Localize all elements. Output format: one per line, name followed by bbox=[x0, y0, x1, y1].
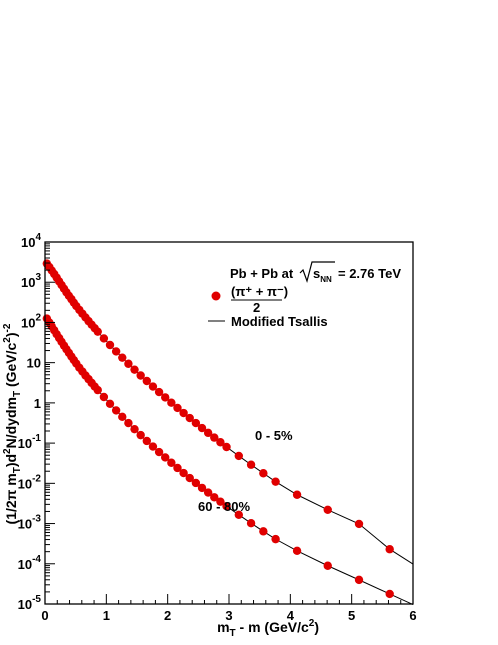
data-point bbox=[118, 353, 127, 362]
data-point bbox=[161, 453, 170, 462]
legend-marker bbox=[211, 291, 221, 301]
data-point bbox=[136, 371, 145, 380]
data-point bbox=[99, 392, 109, 402]
data-point bbox=[354, 575, 364, 585]
data-point bbox=[111, 406, 121, 415]
data-point bbox=[148, 442, 158, 451]
data-point bbox=[105, 399, 115, 408]
data-point bbox=[142, 376, 152, 386]
fit-curves bbox=[44, 262, 414, 605]
fit-curve-1 bbox=[44, 317, 414, 605]
data-point bbox=[124, 359, 133, 368]
data-point bbox=[185, 473, 194, 483]
x-tick-label: 5 bbox=[348, 608, 355, 623]
data-point bbox=[323, 561, 332, 570]
data-point bbox=[216, 438, 225, 447]
data-point bbox=[124, 418, 133, 428]
series-label-peripheral: 60 - 80% bbox=[198, 499, 250, 514]
x-tick-label: 0 bbox=[41, 608, 48, 623]
data-points bbox=[42, 259, 394, 599]
x-axis-label: mT - m (GeV/c2) bbox=[217, 618, 319, 639]
data-point bbox=[191, 478, 201, 488]
data-point bbox=[105, 340, 115, 350]
data-point bbox=[154, 387, 164, 397]
data-point bbox=[271, 534, 280, 544]
data-point bbox=[354, 519, 364, 529]
y-tick-label: 10-4 bbox=[18, 554, 42, 572]
data-point bbox=[259, 469, 268, 478]
legend-system: Pb + Pb at bbox=[230, 266, 294, 281]
sqrt-sign-icon bbox=[299, 261, 335, 284]
data-point bbox=[222, 442, 231, 452]
data-point bbox=[130, 365, 139, 374]
x-tick-label: 1 bbox=[103, 608, 110, 623]
data-point bbox=[173, 463, 182, 473]
data-point bbox=[99, 334, 109, 343]
data-point bbox=[93, 385, 102, 395]
data-point bbox=[292, 546, 302, 556]
data-point bbox=[246, 460, 256, 469]
data-point bbox=[259, 527, 268, 536]
data-point bbox=[167, 458, 176, 467]
y-tick-label: 102 bbox=[21, 312, 41, 330]
y-tick-label: 104 bbox=[21, 232, 41, 250]
y-tick-label: 1 bbox=[34, 396, 41, 411]
plot-frame bbox=[44, 241, 414, 605]
y-axis-label: (1/2π mT)d2N/dydmT (GeV/c2)-2 bbox=[2, 323, 23, 524]
data-point bbox=[130, 424, 139, 434]
data-point bbox=[161, 393, 170, 402]
data-point bbox=[191, 418, 201, 428]
data-point bbox=[246, 519, 256, 528]
data-point bbox=[234, 510, 244, 520]
data-point bbox=[173, 403, 182, 413]
data-point bbox=[167, 398, 176, 407]
x-tick-label: 2 bbox=[164, 608, 171, 623]
data-point bbox=[185, 413, 194, 423]
data-point bbox=[216, 497, 225, 506]
data-point bbox=[93, 327, 102, 336]
fit-curve-0 bbox=[44, 262, 414, 565]
legend: Pb + Pb at sNN = 2.76 TeV (π⁺ + π⁻) 2 Mo… bbox=[208, 261, 401, 329]
data-point bbox=[292, 490, 302, 499]
data-point bbox=[203, 428, 213, 438]
data-point bbox=[323, 505, 332, 514]
x-tick-label: 4 bbox=[287, 608, 295, 623]
y-tick-label: 103 bbox=[21, 272, 41, 290]
y-tick-label: 10-2 bbox=[18, 473, 42, 491]
data-point bbox=[210, 493, 219, 502]
data-point bbox=[154, 447, 164, 457]
data-point bbox=[148, 382, 158, 391]
data-point bbox=[385, 545, 394, 554]
legend-sqrt-s: sNN bbox=[313, 266, 332, 284]
x-tick-label: 3 bbox=[225, 608, 232, 623]
data-point bbox=[197, 423, 207, 433]
data-point bbox=[118, 412, 127, 422]
y-tick-label: 10-5 bbox=[18, 594, 42, 612]
data-point bbox=[222, 502, 231, 511]
series-label-central: 0 - 5% bbox=[255, 428, 293, 443]
data-point bbox=[197, 483, 207, 493]
x-tick-label: 6 bbox=[409, 608, 416, 623]
y-tick-label: 10-3 bbox=[18, 514, 42, 532]
legend-fit-entry: Modified Tsallis bbox=[231, 314, 328, 329]
legend-energy: = 2.76 TeV bbox=[338, 266, 401, 281]
legend-data-denominator: 2 bbox=[253, 300, 260, 315]
data-point bbox=[385, 589, 394, 599]
data-point bbox=[136, 430, 145, 440]
data-point bbox=[203, 488, 213, 497]
data-point bbox=[142, 436, 152, 446]
axis-ticks: 0 1 2 3 4 5 6 10-5 10-4 10-3 10-2 10-1 1 10 102 103 104 bbox=[18, 232, 417, 623]
data-point bbox=[234, 451, 244, 461]
data-point bbox=[271, 477, 280, 486]
legend-data-entry: (π⁺ + π⁻) bbox=[231, 284, 288, 299]
y-tick-label: 10 bbox=[27, 356, 41, 371]
data-point bbox=[179, 468, 188, 478]
data-point bbox=[111, 347, 121, 356]
y-tick-label: 10-1 bbox=[18, 433, 42, 451]
data-point bbox=[179, 408, 188, 418]
data-point bbox=[210, 433, 219, 442]
